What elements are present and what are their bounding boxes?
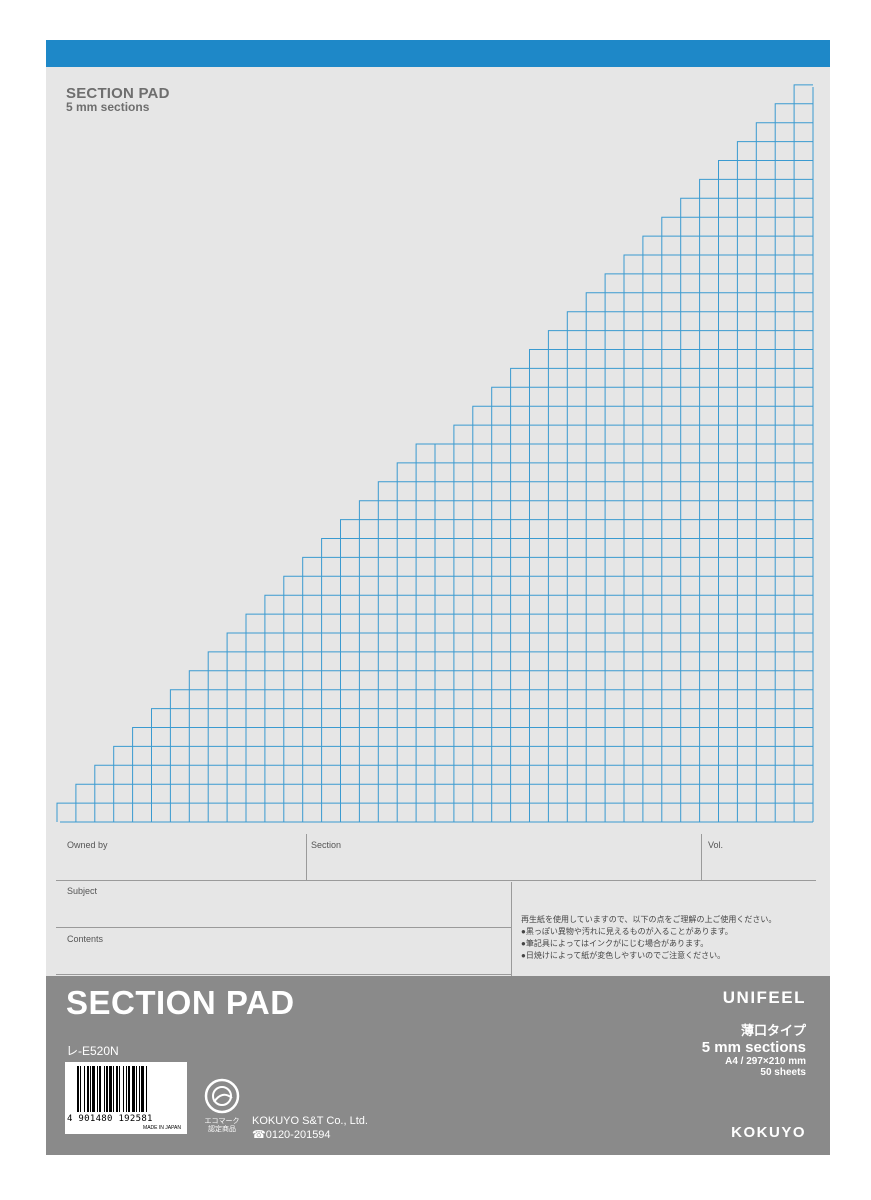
form-line xyxy=(56,927,511,928)
top-color-bar xyxy=(46,40,830,67)
size-spec: A4 / 297×210 mm xyxy=(725,1056,806,1067)
ruling-spec: 5 mm sections xyxy=(701,1039,806,1056)
subject-label: Subject xyxy=(67,886,98,896)
form-divider xyxy=(306,834,307,880)
barcode-bars xyxy=(77,1066,147,1112)
note-line: 再生紙を使用していますので、以下の点をご理解の上ご使用ください。 xyxy=(521,915,777,924)
footer-band: SECTION PAD レ-E520N UNIFEEL 薄口タイプ 5 mm s… xyxy=(46,976,830,1155)
note-line: ●日焼けによって紙が変色しやすいのでご注意ください。 xyxy=(521,951,726,960)
note-line: ●黒っぽい異物や汚れに見えるものが入ることがあります。 xyxy=(521,927,733,936)
owned-by-label: Owned by xyxy=(67,840,108,850)
phone-number: 0120-201594 xyxy=(265,1129,331,1141)
cover-subtitle: 5 mm sections xyxy=(66,100,150,114)
barcode-label: 4 901480 192581 MADE IN JAPAN xyxy=(65,1062,187,1134)
label-form: Owned by Section Vol. Subject Contents 再… xyxy=(46,832,830,976)
kokuyo-logo: KOKUYO xyxy=(731,1124,806,1141)
graph-grid-illustration xyxy=(56,84,814,823)
product-code: レ-E520N xyxy=(66,1044,119,1058)
company-name: KOKUYO S&T Co., Ltd. xyxy=(252,1115,368,1127)
paper-type: 薄口タイプ xyxy=(740,1023,806,1038)
barcode-icon xyxy=(77,1066,147,1112)
eco-mark-text: エコマーク 認定商品 xyxy=(204,1118,240,1133)
made-in-label: MADE IN JAPAN xyxy=(143,1125,181,1131)
form-line xyxy=(56,974,511,975)
form-divider xyxy=(511,882,512,976)
footer-title: SECTION PAD xyxy=(66,984,295,1021)
unifeel-logo: UNIFEEL xyxy=(722,988,806,1007)
eco-mark: エコマーク 認定商品 xyxy=(202,1076,242,1136)
barcode-digits: 4 901480 192581 xyxy=(67,1114,153,1124)
grid-lines xyxy=(56,84,814,823)
eco-mark-icon xyxy=(204,1078,240,1114)
recycled-paper-notes: 再生紙を使用していますので、以下の点をご理解の上ご使用ください。 ●黒っぽい異物… xyxy=(521,914,776,962)
section-label: Section xyxy=(311,840,342,850)
form-divider xyxy=(701,834,702,880)
form-line xyxy=(56,880,816,881)
phone-icon: ☎ xyxy=(252,1129,266,1141)
product-spec: 薄口タイプ 5 mm sections A4 / 297×210 mm 50 s… xyxy=(702,1020,806,1078)
vol-label: Vol. xyxy=(708,840,724,850)
sheet-count: 50 sheets xyxy=(760,1067,806,1078)
section-pad-cover: SECTION PAD 5 mm sections Owned by Secti… xyxy=(46,40,830,1155)
company-phone: ☎0120-201594 xyxy=(252,1128,368,1142)
cover-title-block: SECTION PAD 5 mm sections xyxy=(66,86,170,114)
cover-title: SECTION PAD xyxy=(66,85,170,102)
company-info: KOKUYO S&T Co., Ltd. ☎0120-201594 xyxy=(252,1114,368,1142)
note-line: ●筆記具によってはインクがにじむ場合があります。 xyxy=(521,939,709,948)
contents-label: Contents xyxy=(67,934,104,944)
